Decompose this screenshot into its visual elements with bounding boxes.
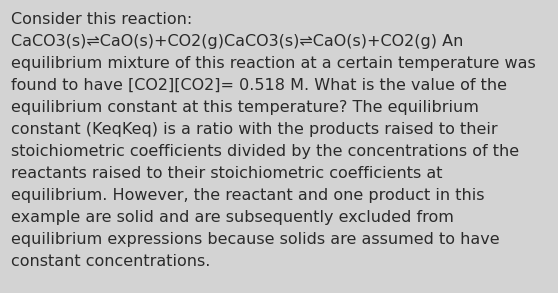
Text: equilibrium constant at this temperature? The equilibrium: equilibrium constant at this temperature… bbox=[11, 100, 479, 115]
Text: reactants raised to their stoichiometric coefficients at: reactants raised to their stoichiometric… bbox=[11, 166, 443, 181]
Text: found to have [CO2][CO2]= 0.518 M. What is the value of the: found to have [CO2][CO2]= 0.518 M. What … bbox=[11, 78, 507, 93]
Text: equilibrium. However, the reactant and one product in this: equilibrium. However, the reactant and o… bbox=[11, 188, 485, 203]
Text: stoichiometric coefficients divided by the concentrations of the: stoichiometric coefficients divided by t… bbox=[11, 144, 519, 159]
Text: equilibrium mixture of this reaction at a certain temperature was: equilibrium mixture of this reaction at … bbox=[11, 56, 536, 71]
Text: Consider this reaction:: Consider this reaction: bbox=[11, 11, 193, 27]
Text: constant (KeqKeq) is a ratio with the products raised to their: constant (KeqKeq) is a ratio with the pr… bbox=[11, 122, 498, 137]
Text: example are solid and are subsequently excluded from: example are solid and are subsequently e… bbox=[11, 210, 454, 225]
Text: CaCO3(s)⇌CaO(s)+CO2(g)CaCO3(s)⇌CaO(s)+CO2(g) An: CaCO3(s)⇌CaO(s)+CO2(g)CaCO3(s)⇌CaO(s)+CO… bbox=[11, 34, 464, 49]
Text: constant concentrations.: constant concentrations. bbox=[11, 254, 211, 269]
Text: equilibrium expressions because solids are assumed to have: equilibrium expressions because solids a… bbox=[11, 232, 500, 247]
